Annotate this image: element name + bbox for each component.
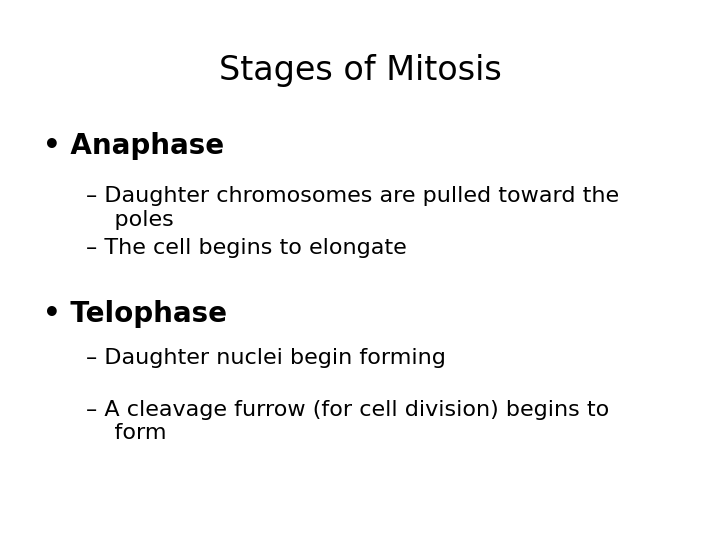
Text: – Daughter chromosomes are pulled toward the
    poles: – Daughter chromosomes are pulled toward… [86, 186, 619, 230]
Text: • Telophase: • Telophase [43, 300, 228, 328]
Text: Stages of Mitosis: Stages of Mitosis [219, 54, 501, 87]
Text: • Anaphase: • Anaphase [43, 132, 225, 160]
Text: – A cleavage furrow (for cell division) begins to
    form: – A cleavage furrow (for cell division) … [86, 400, 610, 443]
Text: – The cell begins to elongate: – The cell begins to elongate [86, 238, 407, 258]
Text: – Daughter nuclei begin forming: – Daughter nuclei begin forming [86, 348, 446, 368]
